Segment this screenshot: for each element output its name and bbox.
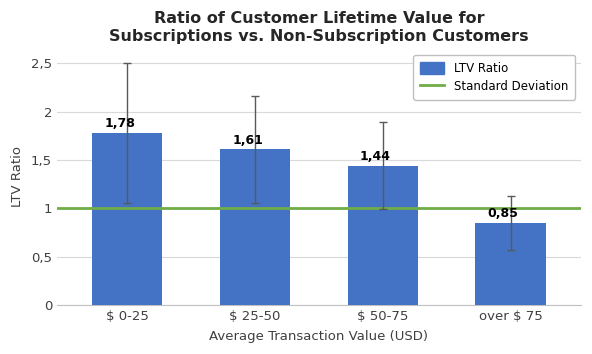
- Bar: [348, 166, 418, 305]
- Title: Ratio of Customer Lifetime Value for
Subscriptions vs. Non-Subscription Customer: Ratio of Customer Lifetime Value for Sub…: [109, 11, 529, 44]
- Standard Deviation: [124, 206, 131, 211]
- Legend: LTV Ratio, Standard Deviation: LTV Ratio, Standard Deviation: [413, 55, 575, 100]
- Y-axis label: LTV Ratio: LTV Ratio: [11, 147, 24, 207]
- X-axis label: Average Transaction Value (USD): Average Transaction Value (USD): [210, 330, 429, 343]
- Bar: [220, 149, 290, 305]
- Text: 1,78: 1,78: [104, 117, 135, 130]
- Text: 1,61: 1,61: [232, 133, 263, 147]
- Text: 1,44: 1,44: [360, 150, 391, 163]
- Bar: [92, 133, 162, 305]
- Standard Deviation: [252, 206, 259, 211]
- Text: 0,85: 0,85: [488, 207, 519, 220]
- Bar: [475, 223, 546, 305]
